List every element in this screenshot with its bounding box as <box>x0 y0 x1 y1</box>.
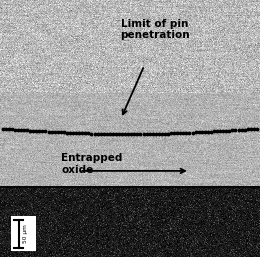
Bar <box>11 216 36 251</box>
Text: 50 μm: 50 μm <box>23 224 29 243</box>
Text: Limit of pin
penetration: Limit of pin penetration <box>120 19 190 40</box>
Text: Entrapped
oxide: Entrapped oxide <box>61 153 122 175</box>
